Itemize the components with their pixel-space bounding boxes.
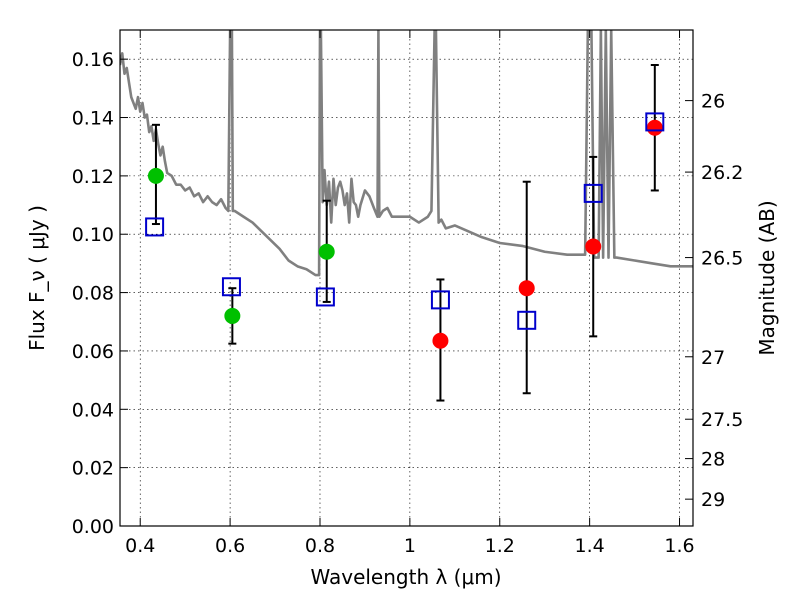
y-tick-label: 0.10 xyxy=(72,224,114,246)
x-tick-label: 1.4 xyxy=(575,535,605,557)
red-data-point xyxy=(585,238,602,255)
y-tick-label: 0.08 xyxy=(72,283,114,305)
x-tick-label: 1.2 xyxy=(485,535,515,557)
right-tick-label: 26.2 xyxy=(701,162,743,184)
blue-model-square xyxy=(645,112,665,132)
x-tick-label: 0.4 xyxy=(125,535,155,557)
y-tick-label: 0.12 xyxy=(72,166,114,188)
y-tick-label: 0.16 xyxy=(72,49,114,71)
red-data-point xyxy=(432,332,449,349)
model-sed-layer xyxy=(120,30,693,277)
x-tick-label: 0.8 xyxy=(305,535,335,557)
right-tick-label: 27 xyxy=(701,347,725,369)
x-tick-label: 1 xyxy=(404,535,416,557)
blue-model-square xyxy=(583,183,603,203)
blue-model-square xyxy=(145,217,165,237)
right-tick-label: 26.5 xyxy=(701,248,743,270)
y-axis-label: Flux F_ν ( μJy ) xyxy=(25,205,49,351)
blue-model-square xyxy=(221,277,241,297)
right-axis-label: Magnitude (AB) xyxy=(755,200,779,355)
x-axis-label: Wavelength λ (μm) xyxy=(310,565,501,589)
data-point-layer xyxy=(145,112,665,349)
green-data-point xyxy=(147,167,164,184)
y-tick-label: 0.02 xyxy=(72,458,114,480)
blue-model-square xyxy=(315,287,335,307)
red-data-point xyxy=(646,119,663,136)
right-tick-label: 28 xyxy=(701,449,725,471)
right-tick-label: 26 xyxy=(701,91,725,113)
y-axis-ticks: 0.00 0.02 0.04 0.06 0.08 0.10 0.12 0.14 0.16 xyxy=(72,49,128,538)
red-data-point xyxy=(518,280,535,297)
grid xyxy=(120,30,693,527)
y-tick-label: 0.04 xyxy=(72,399,114,421)
y-tick-label: 0.00 xyxy=(72,516,114,538)
x-axis-ticks: 0.4 0.6 0.8 1 1.2 1.4 1.6 xyxy=(125,30,695,557)
blue-model-square xyxy=(517,310,537,330)
y-tick-label: 0.14 xyxy=(72,108,114,130)
right-tick-label: 27.5 xyxy=(701,409,743,431)
x-tick-label: 1.6 xyxy=(664,535,694,557)
right-tick-label: 29 xyxy=(701,489,725,511)
blue-model-square xyxy=(430,290,450,310)
green-data-point xyxy=(224,307,241,324)
plot-frame xyxy=(119,29,694,527)
plot-background xyxy=(120,30,693,526)
green-data-point xyxy=(318,243,335,260)
right-axis-ticks: 26 26.2 26.5 27 27.5 28 29 xyxy=(685,91,743,511)
model-sed-line xyxy=(120,30,693,277)
x-tick-label: 0.6 xyxy=(215,535,245,557)
y-tick-label: 0.06 xyxy=(72,341,114,363)
